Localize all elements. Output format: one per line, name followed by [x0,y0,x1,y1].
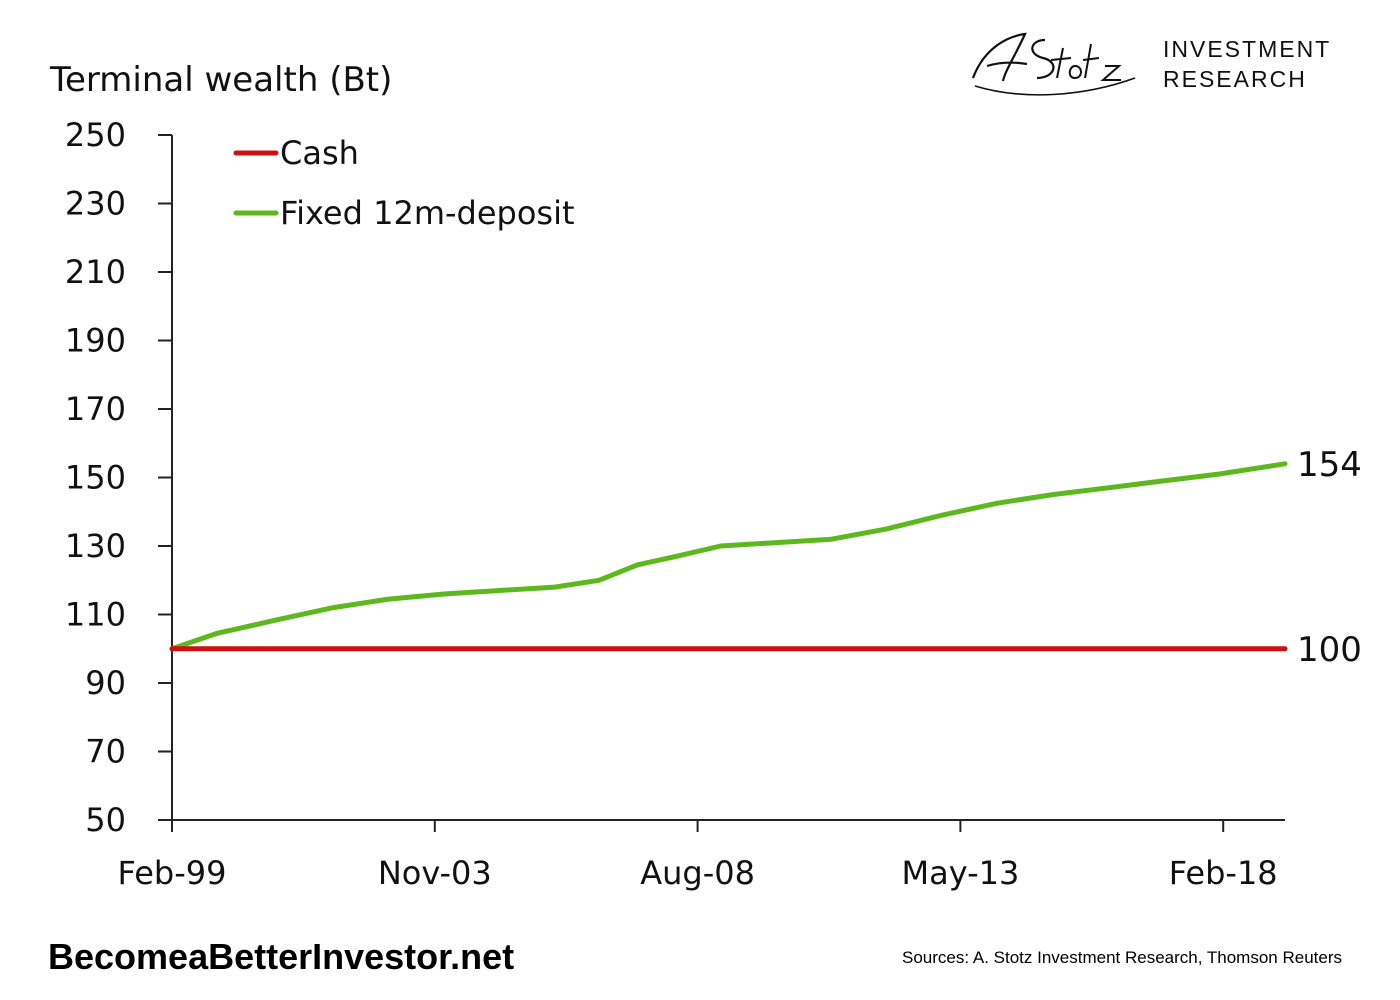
legend-label: Cash [280,134,359,172]
y-tick-label: 250 [65,116,126,154]
footer-website: BecomeaBetterInvestor.net [48,936,515,977]
y-tick-label: 110 [65,596,126,634]
legend: Cash Fixed 12m-deposit [233,134,575,232]
end-value-label: 100 [1297,630,1362,670]
y-tick-label: 150 [65,459,126,497]
legend-label: Fixed 12m-deposit [280,194,575,232]
logo-text-research: RESEARCH [1163,66,1307,92]
logo: INVESTMENT RESEARCH [965,26,1365,106]
x-tick-label: Feb-99 [118,854,227,892]
end-labels: 154 100 [1297,445,1362,670]
series-layer [169,461,1288,652]
logo-text-investment: INVESTMENT [1163,36,1332,62]
footer-sources: Sources: A. Stotz Investment Research, T… [902,948,1342,967]
y-tick-label: 70 [85,733,126,771]
y-tick-label: 130 [65,527,126,565]
end-value-label: 154 [1297,445,1362,485]
logo-signature [971,32,1136,96]
y-tick-label: 230 [65,185,126,223]
x-tick-label: Aug-08 [640,854,755,892]
y-tick-label: 190 [65,322,126,360]
y-tick-label: 50 [85,801,126,839]
x-tick-label: Nov-03 [378,854,492,892]
series-line-fixed-12m-deposit [169,461,1288,652]
y-axis-label: Terminal wealth (Bt) [50,60,393,100]
y-tick-label: 170 [65,390,126,428]
y-tick-label: 90 [85,664,126,702]
x-tick-label: May-13 [901,854,1019,892]
axes: 50 70 90 110 130 150 170 190 210 230 250 Feb-99 Nov-… [65,116,1285,892]
x-tick-label: Feb-18 [1169,854,1278,892]
y-tick-label: 210 [65,253,126,291]
